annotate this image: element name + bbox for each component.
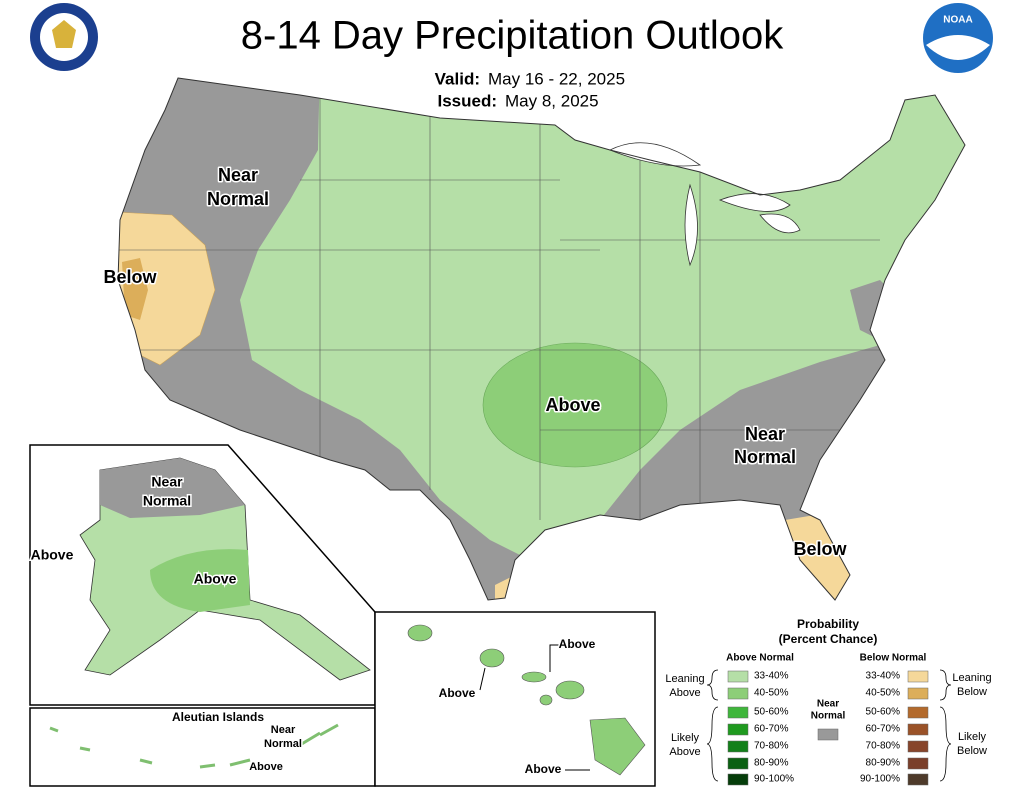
aleutian-inset bbox=[29, 707, 376, 787]
state-borders bbox=[118, 78, 900, 520]
legend-range: 33-40% bbox=[866, 671, 901, 682]
noaa-logo: NOAA bbox=[923, 3, 993, 73]
legend-range: 60-70% bbox=[754, 724, 789, 735]
legend-swatch bbox=[727, 670, 749, 683]
below-area-west-dark bbox=[122, 258, 148, 320]
map-label: Above bbox=[545, 395, 600, 415]
map-label: Below bbox=[793, 539, 847, 559]
legend-swatch bbox=[817, 728, 839, 741]
legend-group: Leaning bbox=[952, 672, 991, 684]
map-label: Near bbox=[218, 165, 258, 185]
legend-swatch bbox=[907, 740, 929, 753]
aleutian-label: Above bbox=[249, 761, 283, 773]
above-area bbox=[482, 342, 668, 468]
legend-swatch bbox=[727, 706, 749, 719]
alaska-near-normal-area bbox=[100, 458, 245, 518]
legend-title: Probability bbox=[797, 617, 859, 631]
alaska-label: Above bbox=[31, 547, 74, 563]
title: 8-14 Day Precipitation Outlook bbox=[241, 14, 785, 58]
map-label: Normal bbox=[734, 447, 796, 467]
legend-group: Above bbox=[669, 687, 700, 699]
hawaii-islands bbox=[407, 624, 646, 776]
map-label: Below bbox=[103, 267, 157, 287]
legend-range: 90-100% bbox=[754, 774, 794, 785]
legend-swatch bbox=[907, 773, 929, 786]
valid-dates: May 16 - 22, 2025 bbox=[488, 69, 625, 88]
map-label: Near bbox=[745, 424, 785, 444]
alaska-label: Above bbox=[194, 571, 237, 587]
issued-date: May 8, 2025 bbox=[505, 91, 599, 110]
legend-group: Leaning bbox=[665, 673, 704, 685]
aleutian-label: Near bbox=[271, 724, 296, 736]
aleutian-islands bbox=[49, 723, 339, 769]
valid-label: Valid: bbox=[435, 69, 480, 88]
issued-label: Issued: bbox=[437, 91, 497, 110]
legend-range: 50-60% bbox=[754, 707, 789, 718]
legend-range: 40-50% bbox=[754, 688, 789, 699]
aleutian-title: Aleutian Islands bbox=[172, 710, 264, 724]
legend-range: 80-90% bbox=[866, 758, 901, 769]
legend-range: 70-80% bbox=[866, 741, 901, 752]
conus-outline bbox=[117, 77, 966, 601]
legend-swatch bbox=[907, 757, 929, 770]
legend-range: 33-40% bbox=[754, 671, 789, 682]
map-label: Normal bbox=[207, 189, 269, 209]
legend-swatch bbox=[907, 687, 929, 700]
hawaii-label: Above bbox=[559, 637, 596, 651]
legend-group: Normal bbox=[811, 711, 846, 722]
legend-swatch bbox=[727, 723, 749, 736]
legend-swatch bbox=[727, 687, 749, 700]
aleutian-label: Normal bbox=[264, 738, 302, 750]
legend-range: 80-90% bbox=[754, 758, 789, 769]
legend-range: 90-100% bbox=[860, 774, 900, 785]
legend-braces bbox=[706, 669, 952, 782]
legend-swatch bbox=[907, 723, 929, 736]
legend: Probability (Percent Chance) Above Norma… bbox=[665, 617, 992, 786]
legend-heading: Above Normal bbox=[726, 653, 794, 664]
logo-text: NOAA bbox=[943, 15, 972, 26]
legend-range: 70-80% bbox=[754, 741, 789, 752]
legend-swatch bbox=[727, 773, 749, 786]
legend-range: 60-70% bbox=[866, 724, 901, 735]
legend-group: Near bbox=[817, 699, 839, 710]
legend-group: Likely bbox=[671, 732, 700, 744]
legend-heading: Below Normal bbox=[860, 653, 927, 664]
legend-swatch bbox=[727, 740, 749, 753]
legend-swatch bbox=[907, 706, 929, 719]
hawaii-label: Above bbox=[439, 686, 476, 700]
alaska-label: Normal bbox=[143, 493, 191, 509]
legend-swatch bbox=[727, 757, 749, 770]
commerce-seal bbox=[30, 3, 98, 71]
legend-group: Likely bbox=[958, 731, 987, 743]
legend-swatch bbox=[907, 670, 929, 683]
legend-range: 40-50% bbox=[866, 688, 901, 699]
legend-title: (Percent Chance) bbox=[779, 632, 878, 646]
hawaii-label: Above bbox=[525, 762, 562, 776]
alaska-label: Near bbox=[151, 474, 183, 490]
legend-range: 50-60% bbox=[866, 707, 901, 718]
legend-group: Below bbox=[957, 686, 987, 698]
hawaii-leaders bbox=[479, 644, 590, 771]
legend-group: Above bbox=[669, 746, 700, 758]
alaska-above-area-strong bbox=[150, 549, 250, 612]
legend-group: Below bbox=[957, 745, 987, 757]
